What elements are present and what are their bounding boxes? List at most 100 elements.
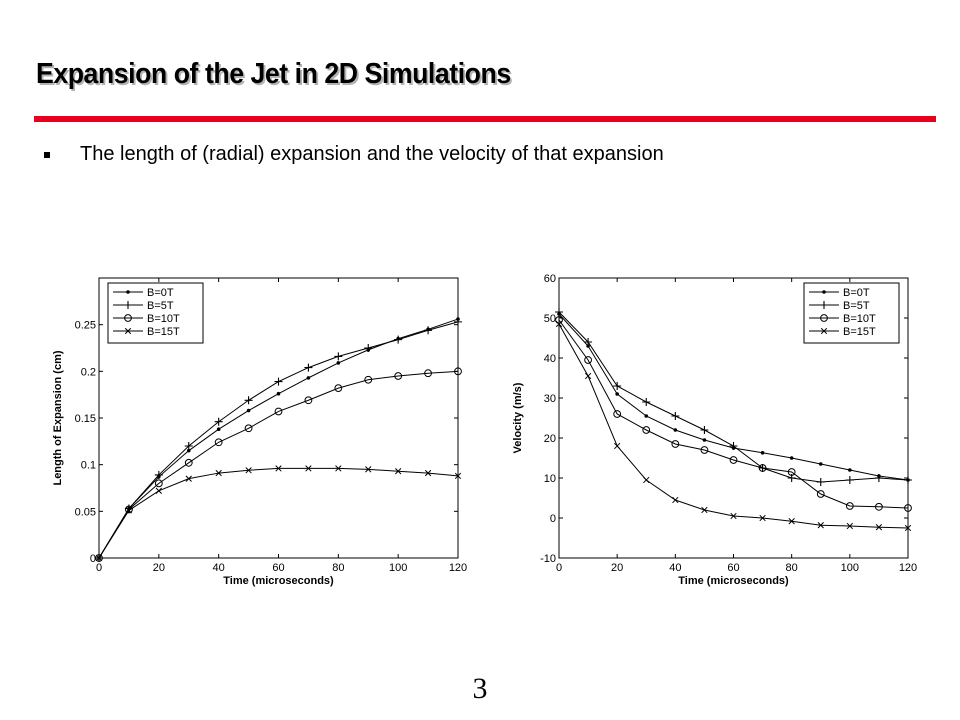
- data-point: [394, 372, 403, 380]
- data-point: [787, 468, 796, 476]
- data-point: [364, 375, 373, 384]
- y-tick-label: 20: [544, 433, 556, 445]
- data-point: [154, 479, 163, 488]
- data-point: [700, 446, 709, 454]
- y-tick-label: 0.25: [75, 320, 96, 332]
- data-point: [614, 442, 621, 450]
- legend-label: B=10T: [843, 313, 876, 325]
- x-tick-label: 80: [332, 562, 344, 574]
- data-point: [816, 490, 825, 498]
- data-point: [671, 412, 680, 420]
- data-point: [395, 468, 402, 475]
- data-point: [244, 396, 253, 405]
- data-point: [305, 465, 312, 472]
- data-point: [214, 417, 223, 426]
- legend-label: B=0T: [147, 287, 174, 299]
- data-point: [155, 487, 162, 494]
- data-point: [904, 504, 912, 512]
- y-axis-label: Velocity (m/s): [512, 382, 524, 453]
- data-point: [334, 384, 343, 393]
- bullet-text: The length of (radial) expansion and the…: [80, 143, 664, 165]
- x-tick-label: 40: [213, 562, 225, 574]
- y-tick-label: 40: [544, 353, 556, 365]
- data-point: [818, 462, 823, 466]
- data-point: [643, 476, 650, 484]
- data-point: [125, 505, 133, 514]
- data-point: [584, 338, 593, 346]
- y-tick-label: 0: [550, 513, 556, 525]
- x-tick-label: 60: [727, 562, 739, 574]
- legend-label: B=0T: [843, 287, 870, 299]
- x-tick-label: 100: [389, 562, 407, 574]
- data-point: [555, 320, 563, 328]
- data-point: [673, 428, 678, 432]
- data-point: [125, 507, 133, 514]
- data-point: [613, 382, 622, 390]
- y-tick-label: 0.1: [81, 460, 96, 472]
- data-point: [185, 475, 192, 482]
- data-point: [154, 470, 163, 479]
- data-point: [584, 372, 592, 380]
- data-point: [186, 448, 191, 453]
- data-point: [95, 554, 103, 562]
- data-point: [644, 414, 649, 418]
- legend-label: B=5T: [147, 300, 174, 312]
- data-point: [788, 518, 795, 525]
- series-b15t: [95, 465, 462, 562]
- x-tick-label: 100: [841, 562, 859, 574]
- data-point: [904, 476, 912, 484]
- x-tick-label: 20: [611, 562, 623, 574]
- data-point: [729, 442, 738, 450]
- expansion-length-chart: 0 20 40 60 80 100 120 0 0.05 0.1 0.15 0.2 0.25 Time (…: [52, 277, 467, 587]
- data-point: [759, 514, 766, 522]
- data-point: [244, 424, 253, 433]
- data-point: [184, 458, 193, 467]
- legend-label: B=5T: [843, 300, 870, 312]
- legend-label: B=10T: [147, 313, 180, 325]
- legend-label: B=15T: [147, 326, 180, 338]
- data-point: [729, 456, 738, 464]
- data-point: [702, 438, 707, 442]
- legend-marker: [822, 290, 826, 294]
- data-point: [845, 502, 854, 510]
- legend-marker: [126, 290, 130, 294]
- data-point: [454, 472, 462, 480]
- data-point: [424, 369, 432, 378]
- data-point: [334, 352, 343, 361]
- series-b5t: [555, 308, 912, 486]
- data-point: [758, 464, 767, 472]
- data-point: [730, 512, 737, 520]
- data-point: [584, 356, 592, 364]
- data-point: [306, 376, 311, 380]
- data-point: [642, 426, 651, 434]
- y-tick-label: -10: [540, 553, 556, 565]
- data-point: [394, 335, 403, 344]
- x-axis-label: Time (microseconds): [678, 575, 789, 587]
- x-tick-label: 120: [899, 562, 917, 574]
- data-point: [848, 468, 852, 472]
- series-b5t: [95, 317, 462, 562]
- bullet-marker: [44, 152, 50, 158]
- legend-marker: [124, 327, 132, 335]
- slide-title: Expansion of the Jet in 2D Simulations: [36, 58, 511, 90]
- data-point: [642, 398, 651, 406]
- series-b10t: [555, 316, 912, 512]
- data-point: [701, 506, 708, 514]
- x-tick-label: 40: [669, 562, 681, 574]
- x-tick-label: 0: [96, 562, 102, 574]
- data-point: [365, 466, 372, 473]
- data-point: [904, 524, 912, 532]
- y-tick-label: 10: [544, 473, 556, 485]
- data-point: [335, 465, 342, 472]
- data-point: [364, 344, 373, 352]
- data-point: [216, 427, 221, 431]
- legend-marker: [820, 301, 828, 309]
- data-point: [454, 367, 462, 376]
- x-tick-label: 0: [556, 562, 562, 574]
- data-point: [336, 361, 341, 365]
- data-point: [424, 326, 433, 335]
- data-point: [875, 524, 883, 531]
